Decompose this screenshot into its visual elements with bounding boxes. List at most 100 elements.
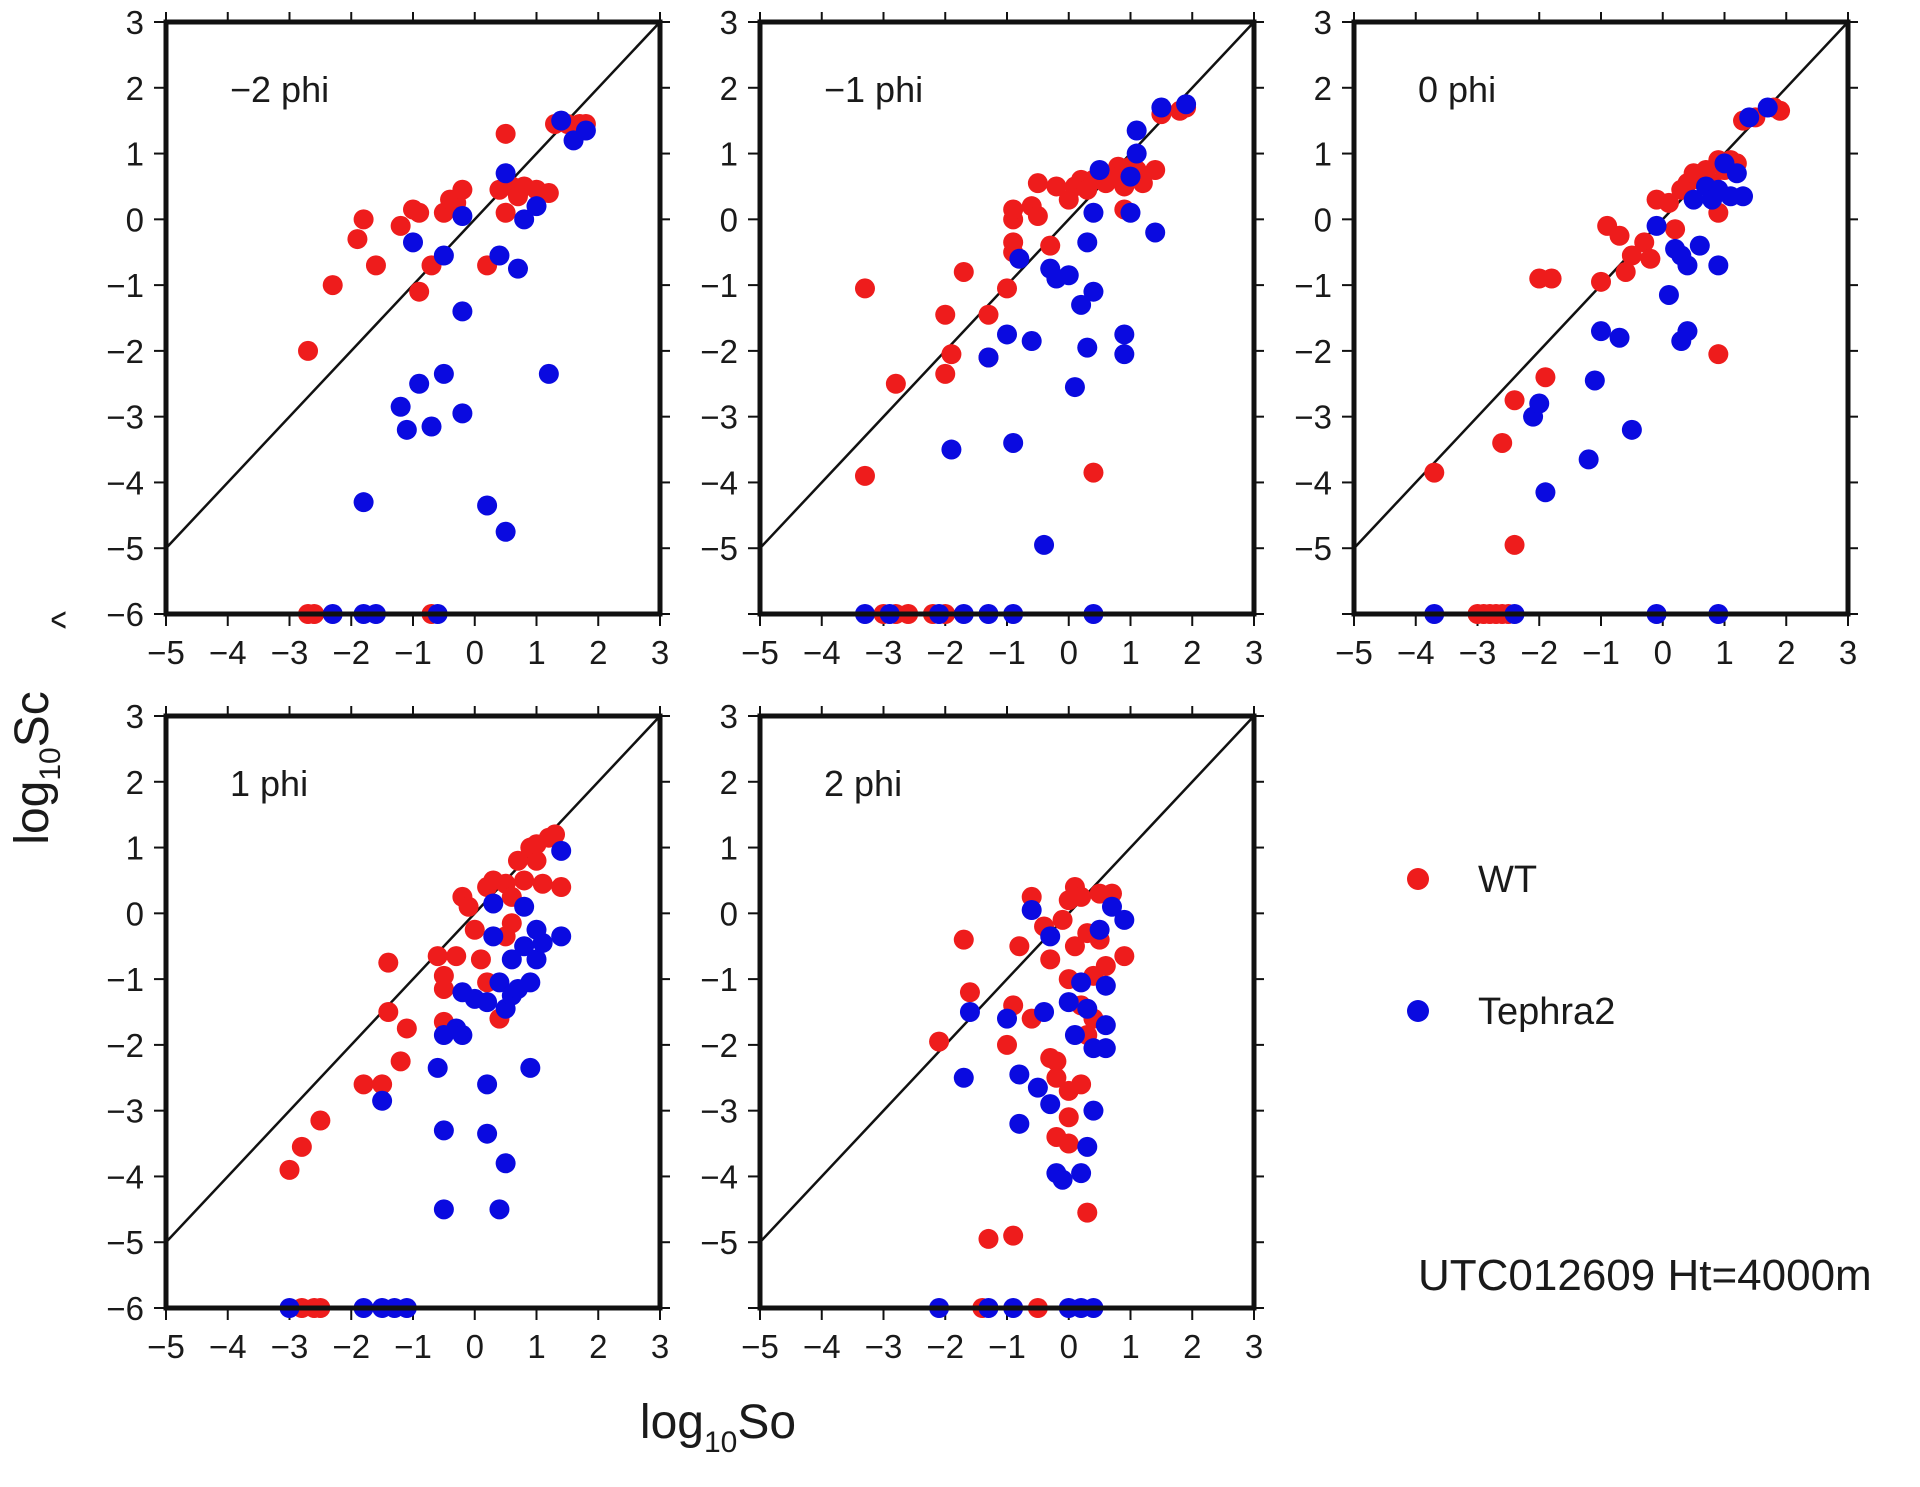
data-point-tephra2	[390, 396, 411, 417]
x-tick-label: −2	[332, 1328, 370, 1365]
x-tick-label: 3	[1839, 634, 1857, 671]
data-point-wt	[1504, 390, 1525, 411]
data-point-tephra2	[575, 120, 596, 141]
data-point-tephra2	[1009, 1113, 1030, 1134]
x-tick-label: −2	[926, 1328, 964, 1365]
data-point-wt	[378, 952, 399, 973]
data-point-wt	[1071, 886, 1092, 907]
data-point-tephra2	[941, 439, 962, 460]
y-tick-label: −1	[700, 961, 738, 998]
data-point-wt	[464, 919, 485, 940]
x-tick-label: −4	[1397, 634, 1435, 671]
x-tick-label: 3	[651, 1328, 669, 1365]
data-point-wt	[1064, 936, 1085, 957]
data-point-tephra2	[1726, 163, 1747, 184]
data-point-wt	[347, 229, 368, 250]
data-point-wt	[1040, 235, 1061, 256]
run-annotation: UTC012609 Ht=4000m	[1418, 1251, 1872, 1300]
data-point-tephra2	[1658, 284, 1679, 305]
data-point-tephra2	[477, 992, 498, 1013]
data-point-wt	[1492, 432, 1513, 453]
plot-frame	[1351, 19, 1851, 617]
data-point-wt	[1609, 225, 1630, 246]
x-tick-label: −4	[803, 1328, 841, 1365]
panel-title: 2 phi	[824, 763, 902, 804]
x-tick-label: 0	[1654, 634, 1672, 671]
data-point-tephra2	[1120, 202, 1141, 223]
data-point-tephra2	[433, 245, 454, 266]
data-point-tephra2	[1126, 143, 1147, 164]
panel-title: 1 phi	[230, 763, 308, 804]
x-tick-label: 0	[1060, 634, 1078, 671]
x-tick-label: 1	[527, 1328, 545, 1365]
data-point-wt	[1083, 462, 1104, 483]
x-axis-label-tail: So	[737, 1396, 796, 1449]
data-point-wt	[1003, 1225, 1024, 1246]
data-point-wt	[298, 340, 319, 361]
x-tick-label: −4	[209, 634, 247, 671]
y-tick-label: 1	[1314, 136, 1332, 173]
data-point-wt	[978, 304, 999, 325]
series-wt	[279, 824, 572, 1318]
panel-title: −2 phi	[230, 69, 329, 110]
data-point-tephra2	[514, 936, 535, 957]
data-point-tephra2	[1034, 534, 1055, 555]
x-tick-label: 0	[466, 634, 484, 671]
x-tick-label: −5	[147, 1328, 185, 1365]
x-tick-label: −3	[865, 1328, 903, 1365]
reference-line	[759, 715, 1255, 1244]
y-tick-label: 2	[720, 70, 738, 107]
data-point-wt	[1003, 232, 1024, 253]
data-point-tephra2	[495, 521, 516, 542]
data-point-tephra2	[477, 1074, 498, 1095]
data-point-tephra2	[495, 163, 516, 184]
data-point-tephra2	[489, 972, 510, 993]
x-axis-label: log10So	[640, 1396, 796, 1459]
data-point-tephra2	[1021, 331, 1042, 352]
y-tick-label: −6	[106, 596, 144, 633]
plot-frame	[757, 19, 1257, 617]
legend: WT Tephra2	[1407, 859, 1615, 1033]
data-point-tephra2	[489, 245, 510, 266]
data-point-tephra2	[1120, 166, 1141, 187]
data-point-tephra2	[1077, 232, 1098, 253]
data-point-wt	[1114, 946, 1135, 967]
data-point-wt	[446, 946, 467, 967]
y-tick-label: 3	[126, 4, 144, 41]
x-tick-label: −1	[988, 634, 1026, 671]
plot-frame	[757, 713, 1257, 1311]
data-point-tephra2	[1677, 255, 1698, 276]
y-tick-label: 0	[1314, 201, 1332, 238]
data-point-tephra2	[514, 209, 535, 230]
data-point-tephra2	[551, 840, 572, 861]
data-point-wt	[538, 183, 559, 204]
data-point-wt	[291, 1136, 312, 1157]
data-point-tephra2	[532, 932, 553, 953]
y-tick-label: −5	[700, 530, 738, 567]
x-tick-label: −3	[271, 634, 309, 671]
data-point-wt	[854, 465, 875, 486]
y-tick-label: 3	[126, 698, 144, 735]
data-point-wt	[452, 179, 473, 200]
data-point-tephra2	[353, 492, 374, 513]
data-point-tephra2	[1757, 97, 1778, 118]
data-point-tephra2	[396, 419, 417, 440]
data-point-tephra2	[427, 1057, 448, 1078]
panel-3: −5 −4 −3 −2 −1 0 1 2 3 −5 −4 −3 −2 −1 0 1 2 3 0 phi	[1294, 4, 1858, 671]
data-point-tephra2	[1071, 1163, 1092, 1184]
x-tick-label: −1	[988, 1328, 1026, 1365]
data-point-wt	[1708, 344, 1729, 365]
data-point-wt	[310, 1110, 331, 1131]
data-point-wt	[953, 929, 974, 950]
data-point-wt	[978, 1228, 999, 1249]
data-point-tephra2	[1095, 1038, 1116, 1059]
data-point-wt	[514, 870, 535, 891]
panel-5: −5 −4 −3 −2 −1 0 1 2 3 −5 −4 −3 −2 −1 0 1 2 3 2 phi	[700, 698, 1264, 1365]
x-tick-label: −3	[1459, 634, 1497, 671]
data-point-tephra2	[1101, 896, 1122, 917]
data-point-wt	[1052, 909, 1073, 930]
data-point-wt	[532, 873, 553, 894]
y-axis-label-main: log	[6, 781, 59, 845]
data-point-wt	[997, 278, 1017, 299]
series-wt	[854, 97, 1197, 624]
